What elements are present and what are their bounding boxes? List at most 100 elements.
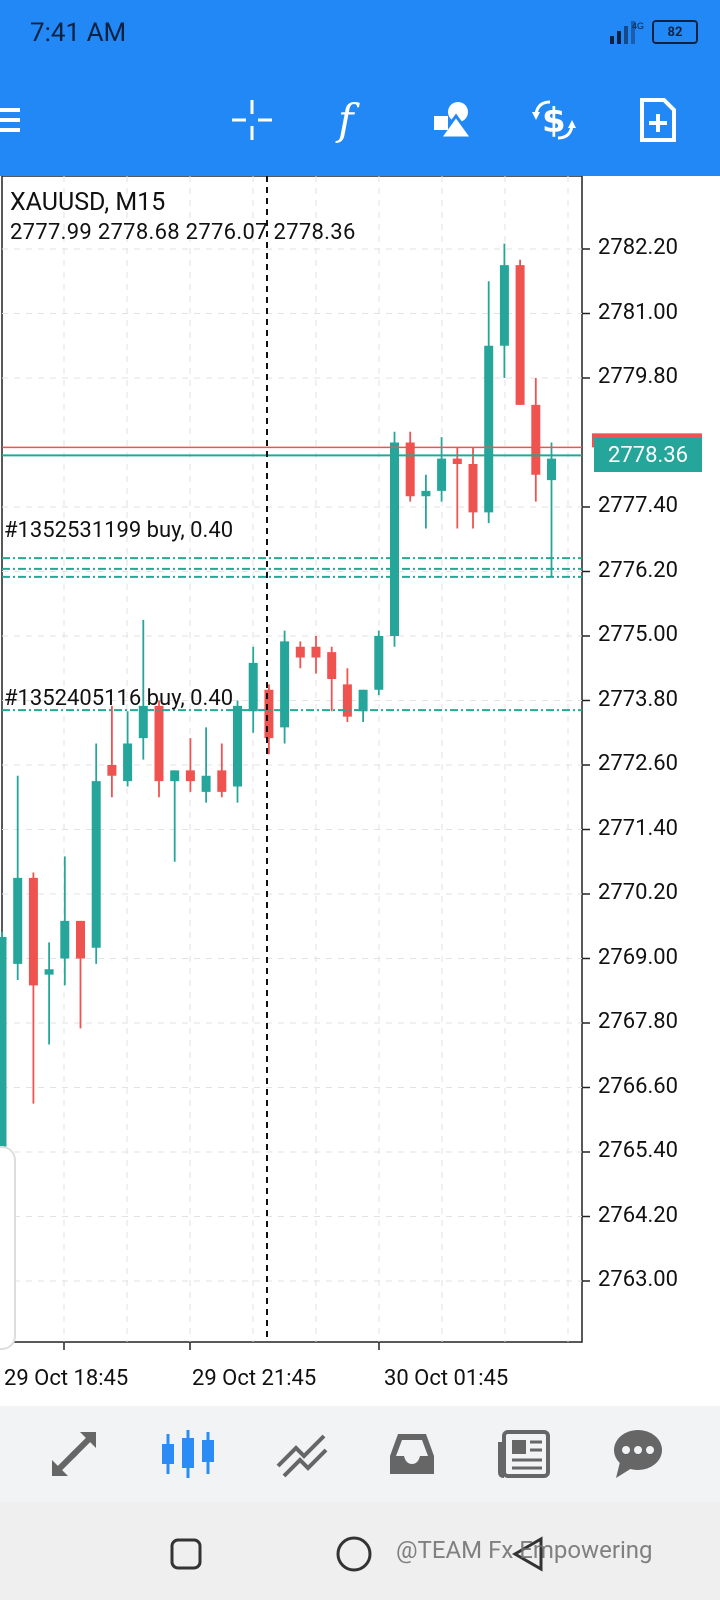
quotes-arrows-icon [51,1431,97,1477]
bear-candle [185,770,195,782]
bull-candle [358,689,368,712]
chart-tab[interactable] [156,1422,220,1486]
inbox-icon [390,1434,434,1474]
recent-apps-button[interactable] [166,1534,206,1574]
order-label-1[interactable]: #1352531199 buy, 0.40 [4,518,234,543]
svg-text:f: f [335,96,360,144]
price-tick-label: 2766.60 [598,1073,678,1099]
trade-button[interactable]: $ [526,92,582,148]
bear-candle [468,464,478,513]
price-tick-label: 2769.00 [598,944,678,970]
square-icon [170,1538,202,1570]
status-bar: 7:41 AM 4G 82 [0,0,720,64]
price-tick-label: 2779.80 [598,364,678,389]
bull-candle [374,636,384,690]
circle-icon [336,1536,372,1572]
svg-text:4G: 4G [632,21,644,31]
price-tick-label: 2776.20 [598,557,678,583]
bull-candle [44,969,54,975]
bear-candle [76,920,85,959]
status-time: 7:41 AM [30,18,127,48]
bear-candle [342,684,352,717]
time-label: 30 Oct 01:45 [384,1366,509,1391]
hamburger-icon [0,108,20,132]
svg-text:$: $ [542,101,566,141]
bull-candle [60,920,70,959]
bull-candle [233,705,242,787]
bear-candle [405,442,415,497]
crosshair-icon [232,100,272,140]
bear-candle [327,652,337,679]
price-tick-label: 2773.80 [598,686,678,712]
price-tick-label: 2772.60 [598,751,678,776]
bull-candle [13,877,23,964]
bull-candle [170,770,180,782]
bull-candle [123,743,133,782]
price-tick-label: 2771.40 [598,815,678,841]
symbol-title: XAUUSD, M15 [10,188,166,217]
chart-toolbar: f $ [0,64,720,176]
function-icon: f [335,96,360,144]
bull-candle [421,490,431,497]
bear-candle [452,458,462,464]
plot-frame [1,176,583,1343]
history-tab[interactable] [380,1422,444,1486]
chart-canvas[interactable] [0,176,720,1396]
side-panel-handle[interactable] [0,1146,16,1350]
bull-candle [201,775,211,792]
back-button[interactable] [508,1534,548,1574]
quotes-tab[interactable] [42,1422,106,1486]
newspaper-icon [498,1430,550,1478]
bottom-navigation [0,1406,720,1502]
bull-candle [499,265,509,346]
bull-candle [138,705,148,739]
bid-price-label: 2778.36 [594,438,702,473]
price-tick-label: 2767.80 [598,1009,678,1034]
dollar-trade-icon: $ [532,100,576,141]
signal-icon: 4G [610,21,644,44]
trade-tab[interactable] [270,1422,334,1486]
price-tick-label: 2763.00 [598,1267,678,1292]
bear-candle [107,765,117,776]
bear-candle [311,646,321,658]
bear-candle [154,705,164,782]
system-navigation-bar: @TEAM Fx Empowering [0,1502,720,1600]
indicators-button[interactable]: f [326,92,382,148]
bull-candle [91,781,101,948]
messages-tab[interactable] [606,1422,670,1486]
bull-candle [248,662,258,712]
crosshair-button[interactable] [224,92,280,148]
price-tick-label: 2775.00 [598,622,678,647]
candlestick-icon [162,1430,214,1478]
objects-button[interactable] [426,92,482,148]
order-label-2[interactable]: #1352405116 buy, 0.40 [4,686,234,711]
menu-button[interactable] [0,104,24,136]
price-chart[interactable]: XAUUSD, M15 2777.99 2778.68 2776.07 2778… [0,176,720,1396]
bear-candle [264,689,274,739]
bear-candle [295,646,305,658]
time-label: 29 Oct 18:45 [4,1366,129,1391]
ohlc-values: 2777.99 2778.68 2776.07 2778.36 [10,220,356,245]
bull-candle [0,937,7,1147]
price-tick-label: 2764.20 [598,1202,678,1228]
bull-candle [390,442,399,636]
new-order-button[interactable] [630,92,686,148]
trend-lines-icon [276,1434,328,1478]
shapes-icon [434,102,475,140]
bear-candle [28,877,38,986]
bear-candle [217,770,227,792]
status-icons: 4G 82 [610,20,698,44]
time-label: 29 Oct 21:45 [192,1366,317,1391]
price-tick-label: 2781.00 [598,299,678,325]
bear-candle [531,404,541,475]
news-tab[interactable] [492,1422,556,1486]
chat-bubble-icon [614,1430,662,1478]
battery-level: 82 [667,24,683,40]
bull-candle [437,458,447,491]
back-triangle-icon [511,1536,543,1572]
home-button[interactable] [334,1534,374,1574]
new-document-icon [640,98,676,142]
bull-candle [280,641,290,728]
bull-candle [484,345,494,513]
price-tick-label: 2765.40 [598,1138,678,1163]
